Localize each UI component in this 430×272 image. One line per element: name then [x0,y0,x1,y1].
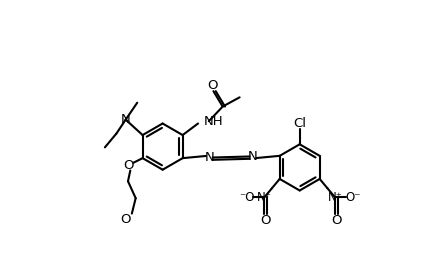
Text: O: O [120,213,131,226]
Text: NH: NH [203,115,223,128]
Text: O: O [332,214,342,227]
Text: Cl: Cl [293,117,306,130]
Text: N: N [248,150,258,163]
Text: O⁻: O⁻ [345,191,360,204]
Text: ⁻O: ⁻O [239,191,254,204]
Text: O: O [207,79,218,92]
Text: N⁺: N⁺ [257,191,272,204]
Text: N: N [121,113,131,126]
Text: N⁺: N⁺ [328,191,343,204]
Text: N: N [205,151,215,164]
Text: O: O [123,159,134,172]
Text: O: O [261,214,271,227]
